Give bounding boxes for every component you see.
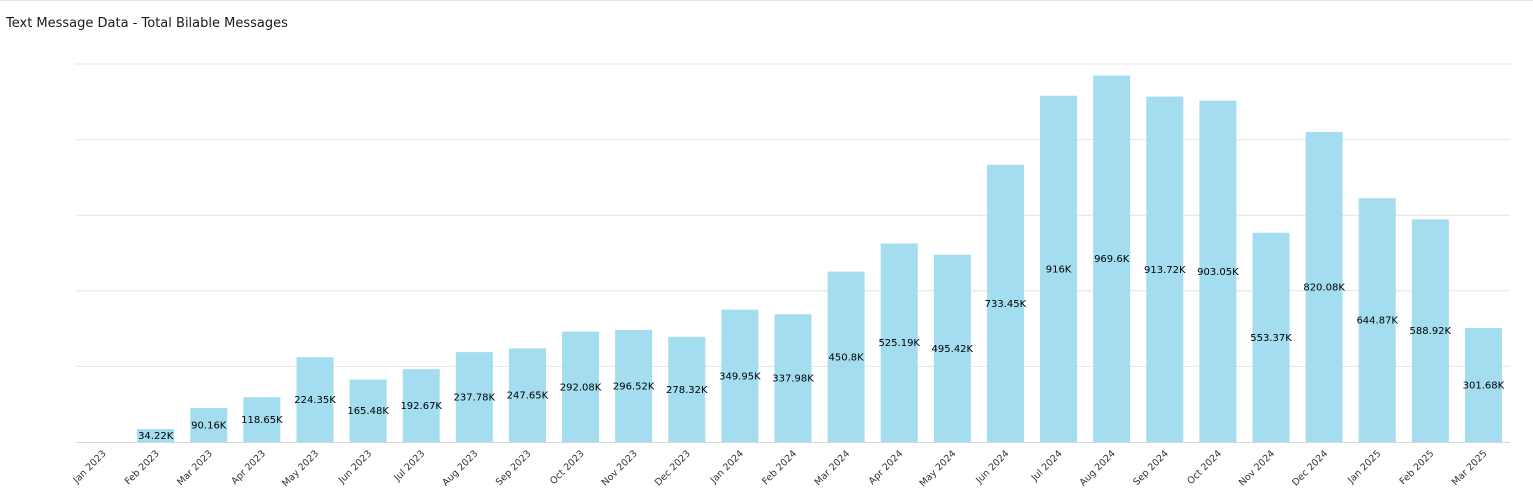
x-tick-label: Nov 2024 (1237, 448, 1277, 488)
x-tick-label: Aug 2024 (1078, 448, 1118, 488)
data-label: 118.65K (241, 415, 283, 426)
data-label: 916K (1046, 264, 1072, 275)
bar (349, 379, 387, 442)
x-tick-label: Jan 2023 (71, 448, 109, 486)
data-label: 34.22K (138, 431, 174, 442)
bar (1093, 75, 1131, 442)
data-label: 296.52K (613, 381, 655, 392)
x-tick-label: Jul 2024 (1029, 448, 1065, 484)
bar (243, 397, 281, 442)
data-label: 247.65K (507, 391, 549, 402)
bar (1252, 232, 1290, 442)
x-tick-label: Apr 2024 (867, 448, 906, 487)
bar (562, 331, 600, 442)
x-tick-label: May 2023 (280, 448, 321, 489)
x-tick-label: Aug 2023 (440, 448, 480, 488)
bar (668, 336, 706, 442)
x-tick-label: Feb 2024 (760, 448, 799, 487)
data-label: 495.42K (932, 344, 974, 355)
x-tick-label: Mar 2023 (175, 448, 215, 488)
data-label: 165.48K (347, 406, 389, 417)
x-tick-label: Nov 2023 (600, 448, 640, 488)
data-label: 733.45K (985, 299, 1027, 310)
bar (827, 271, 865, 442)
bar (1305, 132, 1343, 442)
bar (137, 429, 175, 442)
data-label: 969.6K (1094, 254, 1130, 265)
data-label: 301.68K (1463, 380, 1505, 391)
data-label: 192.67K (400, 401, 442, 412)
x-tick-label: Mar 2024 (813, 448, 853, 488)
bar (1146, 96, 1184, 443)
data-label: 913.72K (1144, 265, 1186, 276)
data-label: 278.32K (666, 385, 708, 396)
bar (880, 243, 918, 442)
bar (402, 369, 440, 442)
data-label: 450.8K (829, 352, 865, 363)
x-tick-label: May 2024 (918, 448, 959, 489)
bar (1199, 100, 1237, 443)
data-label: 224.35K (294, 395, 336, 406)
x-tick-label: Feb 2025 (1398, 448, 1437, 487)
data-label: 90.16K (191, 420, 227, 431)
bar (1411, 219, 1449, 442)
bar (190, 407, 228, 442)
x-tick-label: Oct 2024 (1185, 448, 1224, 487)
x-tick-label: Dec 2024 (1290, 448, 1330, 488)
data-label: 337.98K (772, 374, 814, 385)
x-tick-label: Jan 2025 (1345, 448, 1383, 486)
data-label: 588.92K (1410, 326, 1452, 337)
data-label: 292.08K (560, 382, 602, 393)
data-label: 903.05K (1197, 267, 1239, 278)
bar (296, 357, 334, 442)
x-tick-label: Oct 2023 (548, 448, 587, 487)
bar (455, 352, 493, 442)
data-label: 644.87K (1356, 316, 1398, 327)
bar (933, 254, 971, 442)
bar (615, 329, 653, 442)
bar (1464, 327, 1502, 442)
x-tick-label: Mar 2025 (1450, 448, 1490, 488)
data-label: 349.95K (719, 371, 761, 382)
top-border (0, 0, 1533, 1)
x-tick-label: Jun 2023 (336, 448, 374, 486)
x-tick-label: Apr 2023 (229, 448, 268, 487)
x-tick-label: Dec 2023 (653, 448, 693, 488)
chart-title: Text Message Data - Total Bilable Messag… (6, 16, 288, 31)
x-tick-label: Jan 2024 (708, 448, 746, 486)
x-tick-label: Feb 2023 (123, 448, 162, 487)
data-label: 525.19K (878, 338, 920, 349)
x-tick-label: Jul 2023 (392, 448, 428, 484)
bar (508, 348, 546, 442)
bar (986, 164, 1024, 442)
data-label: 553.37K (1250, 333, 1292, 344)
bar (774, 314, 812, 442)
x-tick-label: Sep 2023 (494, 448, 534, 488)
x-tick-label: Sep 2024 (1131, 448, 1171, 488)
x-tick-label: Jun 2024 (973, 448, 1011, 486)
bar (721, 309, 759, 442)
data-label: 820.08K (1303, 283, 1345, 294)
data-label: 237.78K (454, 393, 496, 404)
bar (1040, 95, 1078, 442)
bar (1358, 198, 1396, 442)
